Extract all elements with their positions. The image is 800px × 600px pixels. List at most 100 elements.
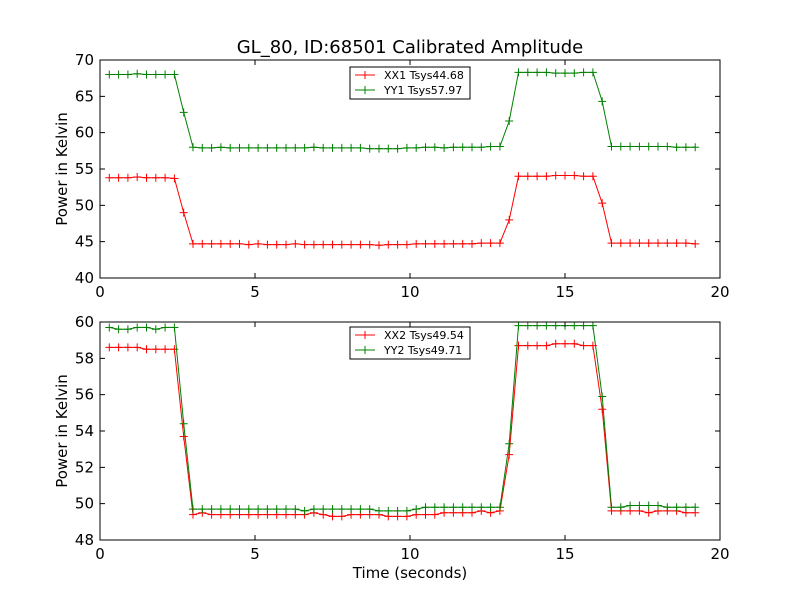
data-point (114, 343, 123, 352)
data-point (458, 503, 467, 512)
data-point (272, 505, 281, 514)
data-point (607, 239, 616, 248)
data-point (672, 503, 681, 512)
data-point (189, 239, 197, 248)
data-point (365, 505, 374, 514)
data-point (542, 172, 551, 181)
data-point (514, 321, 523, 330)
legend-box (349, 326, 471, 360)
legend-top: XX1 Tsys44.68 YY1 Tsys57.97 (349, 66, 471, 100)
data-point (123, 325, 132, 334)
data-point (226, 143, 235, 152)
data-point (161, 70, 170, 79)
series-line-bottom-2 (109, 325, 696, 512)
data-point (672, 143, 681, 152)
data-point (663, 142, 672, 151)
legend-label: XX2 Tsys49.54 (384, 329, 464, 342)
x-tick-label: 10 (400, 283, 419, 301)
data-point (495, 239, 504, 248)
y-tick-label: 54 (75, 422, 94, 440)
data-point (393, 506, 402, 515)
data-point (430, 503, 439, 512)
data-point (123, 343, 132, 352)
data-point (440, 143, 449, 152)
data-point (570, 171, 579, 180)
data-point (412, 239, 421, 248)
data-point (170, 70, 179, 79)
data-point (607, 503, 616, 512)
data-point (179, 432, 188, 441)
plot-top: 0 5 10 15 20 40 45 50 55 60 65 70 Power in Kelvin X… (53, 51, 730, 301)
data-point (402, 143, 411, 152)
data-point (375, 144, 383, 153)
data-point (644, 239, 653, 248)
data-point (635, 239, 644, 248)
data-point (449, 503, 458, 512)
legend-box (349, 66, 471, 100)
data-point (300, 506, 309, 515)
data-point (309, 143, 318, 152)
data-point (291, 143, 300, 152)
data-point (384, 240, 393, 249)
data-point (216, 143, 225, 152)
data-point (105, 323, 114, 332)
data-point (579, 321, 588, 330)
data-point (561, 171, 569, 180)
data-point (393, 144, 402, 153)
data-point (533, 321, 542, 330)
data-point (663, 503, 672, 512)
plot-bottom: 0 5 10 15 20 48 50 52 54 56 58 60 Power in Kelvin T… (53, 313, 730, 582)
data-point (319, 505, 328, 514)
data-point (133, 172, 142, 181)
x-tick-label: 20 (710, 283, 729, 301)
data-point (198, 143, 207, 152)
data-point (300, 240, 309, 249)
y-axis-label-top: Power in Kelvin (53, 112, 71, 226)
data-point (393, 240, 402, 249)
data-point (235, 239, 244, 248)
data-point (328, 505, 337, 514)
data-point (551, 69, 560, 78)
x-tick-label: 5 (250, 545, 260, 563)
data-point (458, 143, 467, 152)
legend-label: XX1 Tsys44.68 (384, 69, 464, 82)
y-tick-label: 55 (75, 160, 94, 178)
data-point (681, 239, 690, 248)
data-point (263, 505, 272, 514)
y-tick-label: 50 (75, 495, 94, 513)
legend-swatch (355, 331, 375, 339)
data-point (347, 505, 356, 514)
data-point (170, 345, 179, 354)
x-tick-label: 0 (95, 283, 105, 301)
data-point (626, 142, 635, 151)
data-point (533, 68, 542, 77)
data-point (616, 239, 625, 248)
data-point (468, 503, 476, 512)
data-point (551, 171, 560, 180)
data-point (402, 240, 411, 249)
data-point (421, 143, 430, 152)
data-point (291, 239, 300, 248)
data-point (356, 240, 365, 249)
data-point (691, 239, 700, 248)
data-point (328, 143, 337, 152)
data-point (375, 506, 383, 515)
data-point (365, 144, 374, 153)
data-point (114, 70, 123, 79)
data-point (235, 505, 244, 514)
data-point (486, 239, 495, 248)
data-point (579, 341, 588, 350)
data-point (551, 339, 560, 348)
data-point (151, 345, 160, 354)
data-point (216, 239, 225, 248)
data-point (654, 239, 662, 248)
data-point (356, 143, 365, 152)
data-point (616, 503, 625, 512)
y-tick-label: 60 (75, 124, 94, 142)
series-line-top-2 (109, 71, 696, 150)
data-point (207, 143, 216, 152)
data-point (533, 172, 542, 181)
data-point (133, 343, 142, 352)
data-point (598, 405, 607, 414)
legend-swatch (355, 86, 375, 94)
